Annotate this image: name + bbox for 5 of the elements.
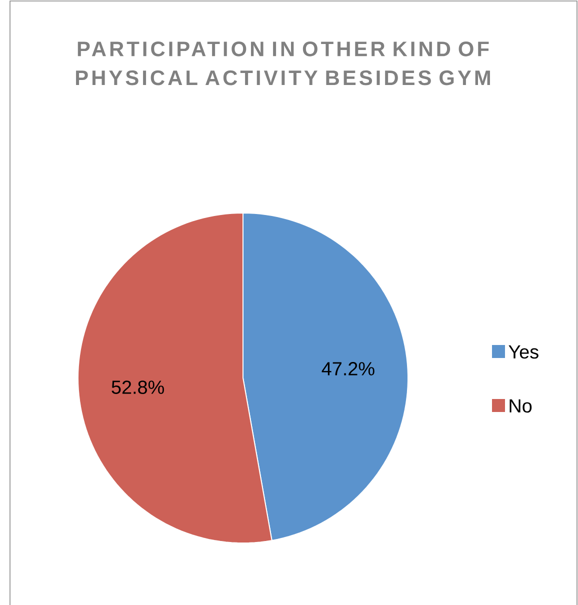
data-label: 52.8% [112,380,164,394]
legend-label: No [510,399,532,413]
legend-label: Yes [508,345,538,359]
chart-title: PARTICIPATION IN OTHER KIND OF PHYSICAL ACTIVITY BESIDES GYM [76,42,490,86]
data-label: 47.2% [322,362,374,376]
